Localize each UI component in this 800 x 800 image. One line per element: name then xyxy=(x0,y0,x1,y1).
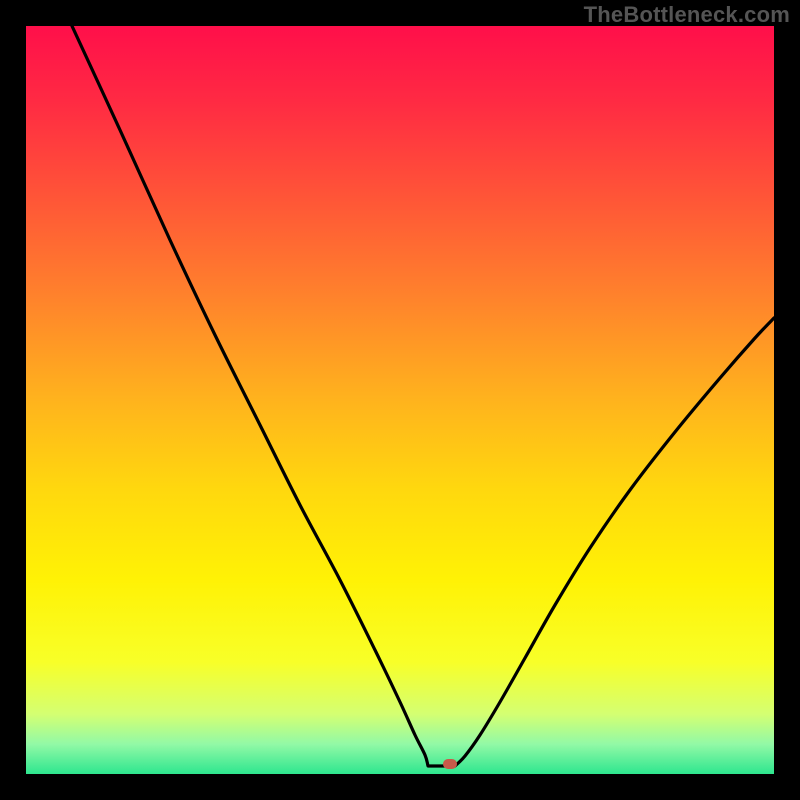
watermark-text: TheBottleneck.com xyxy=(584,2,790,28)
chart-background-gradient xyxy=(26,26,774,774)
bottleneck-chart xyxy=(0,0,800,800)
chart-container: TheBottleneck.com xyxy=(0,0,800,800)
optimal-point-marker xyxy=(443,759,457,769)
